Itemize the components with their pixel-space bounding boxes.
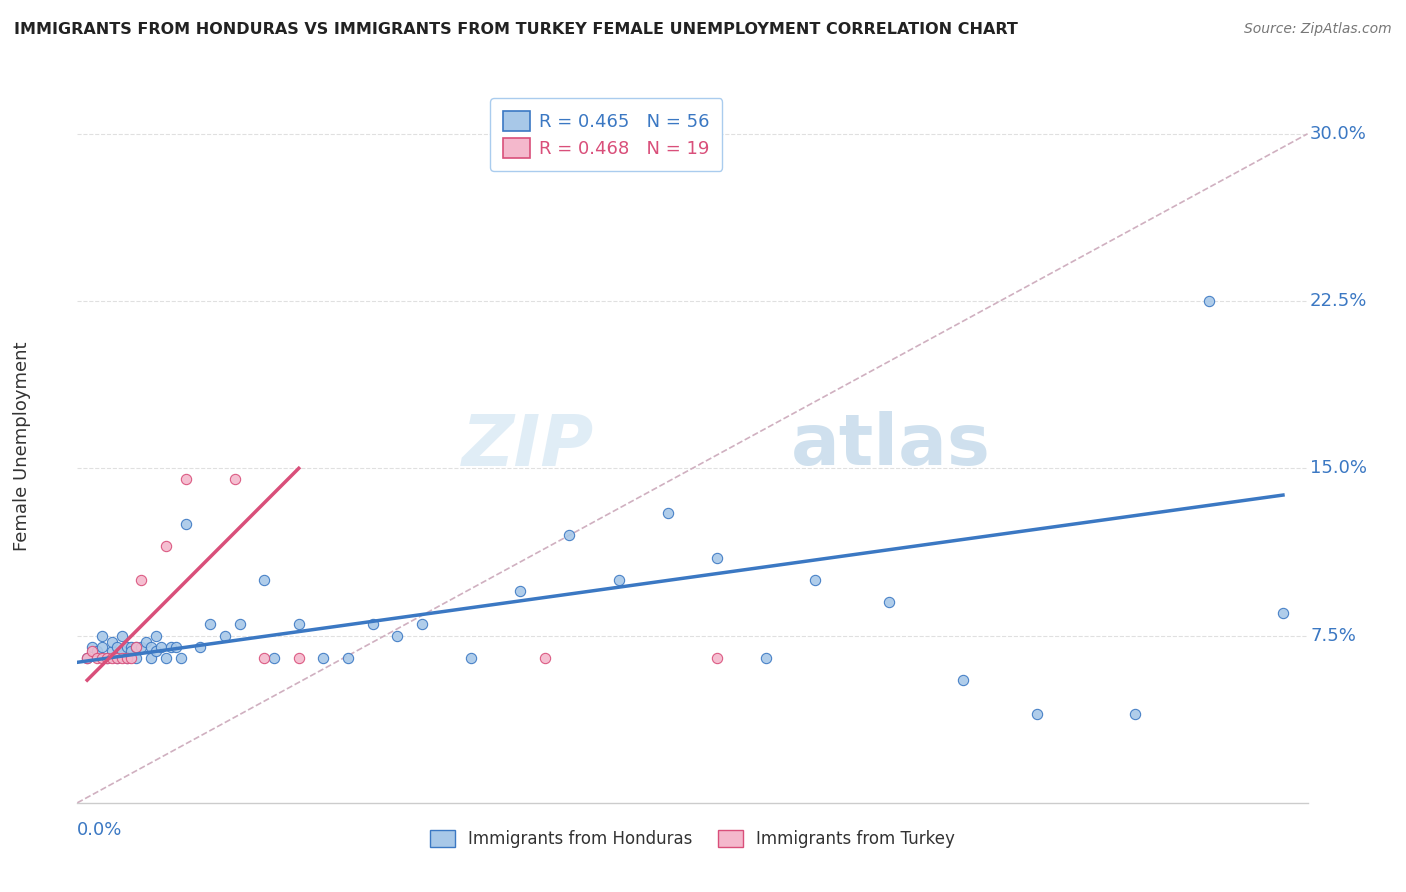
Point [253, 651, 276, 665]
Point [288, 617, 311, 632]
Text: ZIP: ZIP [461, 411, 595, 481]
Text: atlas: atlas [792, 411, 991, 481]
Point [141, 651, 163, 665]
Text: Female Unemployment: Female Unemployment [13, 342, 31, 550]
Point [96, 651, 118, 665]
Point [1272, 607, 1295, 621]
Point [253, 573, 276, 587]
Point [86, 651, 108, 665]
Point [160, 640, 183, 654]
Point [125, 640, 148, 654]
Point [509, 583, 531, 598]
Point [337, 651, 360, 665]
Point [155, 651, 177, 665]
Point [76, 651, 98, 665]
Point [1026, 706, 1049, 721]
Point [200, 617, 222, 632]
Point [385, 628, 409, 642]
Point [101, 635, 124, 649]
Text: 7.5%: 7.5% [1310, 626, 1355, 645]
Point [174, 473, 197, 487]
Point [129, 573, 153, 587]
Point [188, 640, 212, 654]
Point [125, 651, 148, 665]
Point [411, 617, 433, 632]
Point [90, 640, 114, 654]
Point [82, 644, 104, 658]
Point [105, 640, 128, 654]
Point [558, 528, 581, 542]
Point [1198, 293, 1220, 308]
Point [115, 651, 138, 665]
Point [96, 651, 118, 665]
Point [76, 651, 98, 665]
Point [145, 628, 167, 642]
Point [312, 651, 335, 665]
Text: IMMIGRANTS FROM HONDURAS VS IMMIGRANTS FROM TURKEY FEMALE UNEMPLOYMENT CORRELATI: IMMIGRANTS FROM HONDURAS VS IMMIGRANTS F… [14, 22, 1018, 37]
Point [288, 651, 311, 665]
Point [121, 644, 143, 658]
Point [607, 573, 630, 587]
Point [82, 640, 104, 654]
Text: 30.0%: 30.0% [1310, 125, 1367, 143]
Point [111, 644, 132, 658]
Point [952, 673, 974, 687]
Point [460, 651, 482, 665]
Point [101, 644, 124, 658]
Point [706, 550, 728, 565]
Text: 0.0%: 0.0% [77, 821, 122, 838]
Point [804, 573, 827, 587]
Point [214, 628, 236, 642]
Point [90, 651, 114, 665]
Point [150, 640, 173, 654]
Point [706, 651, 728, 665]
Point [135, 635, 157, 649]
Point [86, 644, 108, 658]
Legend: Immigrants from Honduras, Immigrants from Turkey: Immigrants from Honduras, Immigrants fro… [423, 823, 962, 855]
Point [361, 617, 384, 632]
Point [657, 506, 679, 520]
Point [105, 651, 128, 665]
Point [263, 651, 285, 665]
Point [115, 651, 138, 665]
Point [228, 617, 252, 632]
Text: 22.5%: 22.5% [1310, 292, 1368, 310]
Point [141, 640, 163, 654]
Point [121, 640, 143, 654]
Point [111, 651, 132, 665]
Point [155, 539, 177, 553]
Point [125, 640, 148, 654]
Point [105, 651, 128, 665]
Point [534, 651, 557, 665]
Point [129, 640, 153, 654]
Point [111, 628, 132, 642]
Point [1125, 706, 1147, 721]
Point [101, 651, 124, 665]
Text: Source: ZipAtlas.com: Source: ZipAtlas.com [1244, 22, 1392, 37]
Point [90, 628, 114, 642]
Point [224, 473, 246, 487]
Point [755, 651, 778, 665]
Point [121, 651, 143, 665]
Point [170, 651, 193, 665]
Text: 15.0%: 15.0% [1310, 459, 1367, 477]
Point [115, 640, 138, 654]
Point [145, 644, 167, 658]
Point [879, 595, 901, 609]
Point [165, 640, 187, 654]
Point [174, 517, 197, 532]
